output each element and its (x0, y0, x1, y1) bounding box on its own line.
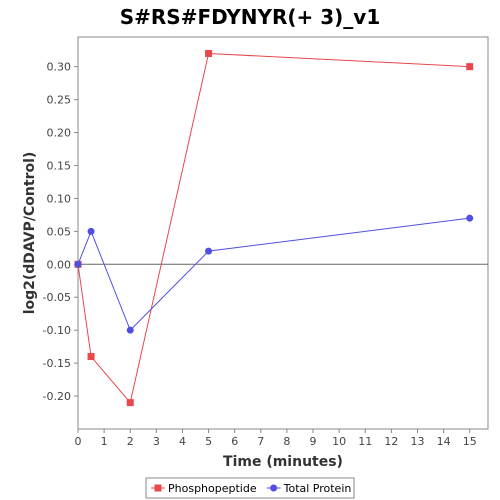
y-tick-label: 0.15 (47, 159, 72, 172)
y-tick-label: -0.15 (43, 357, 71, 370)
series-layer (74, 49, 474, 407)
x-tick-label: 7 (257, 435, 264, 448)
y-tick-label: -0.05 (43, 291, 71, 304)
x-tick-label: 0 (75, 435, 82, 448)
legend-item-phosphopeptide: Phosphopeptide (151, 482, 257, 495)
x-tick-label: 3 (153, 435, 160, 448)
plot-area (77, 36, 489, 430)
x-tick-label: 15 (463, 435, 477, 448)
y-tick-label: 0.20 (47, 127, 72, 140)
chart-title: S#RS#FDYNYR(+ 3)_v1 (120, 5, 381, 29)
data-point-total-protein (87, 227, 95, 235)
y-axis-ticks: -0.20 -0.15 -0.10 -0.05 0.00 0.05 0.10 0.15 0.20… (43, 61, 78, 403)
data-point-phosphopeptide (126, 399, 134, 407)
y-tick-label: -0.20 (43, 390, 71, 403)
y-tick-label: 0.10 (47, 192, 72, 205)
legend-marker (270, 484, 278, 492)
series-total-protein (74, 214, 474, 334)
y-axis-label: log2(dDAVP/Control) (22, 152, 38, 315)
legend-marker (154, 484, 162, 492)
data-point-total-protein (205, 247, 213, 255)
y-tick-label: 0.25 (47, 94, 72, 107)
y-tick-label: 0.30 (47, 61, 72, 74)
x-tick-label: 11 (358, 435, 372, 448)
legend-label: Phosphopeptide (168, 482, 257, 495)
x-tick-label: 8 (283, 435, 290, 448)
data-point-phosphopeptide (466, 63, 474, 71)
data-point-total-protein (466, 214, 474, 222)
x-tick-label: 1 (101, 435, 108, 448)
x-axis-label: Time (minutes) (223, 454, 343, 470)
legend-item-total-protein: Total Protein (266, 482, 352, 495)
data-point-phosphopeptide (87, 353, 95, 361)
data-point-total-protein (74, 260, 82, 268)
legend-label: Total Protein (283, 482, 352, 495)
x-tick-label: 12 (384, 435, 398, 448)
x-tick-label: 13 (410, 435, 424, 448)
x-tick-label: 2 (127, 435, 134, 448)
data-point-phosphopeptide (205, 49, 213, 57)
legend-box (145, 477, 355, 499)
x-tick-label: 6 (231, 435, 238, 448)
y-tick-label: -0.10 (43, 324, 71, 337)
x-tick-label: 5 (205, 435, 212, 448)
data-point-total-protein (126, 326, 134, 334)
legend: Phosphopeptide Total Protein (145, 477, 355, 499)
x-tick-label: 9 (310, 435, 317, 448)
x-tick-label: 10 (332, 435, 346, 448)
y-tick-label: 0.00 (47, 258, 72, 271)
y-tick-label: 0.05 (47, 225, 72, 238)
x-tick-label: 4 (179, 435, 186, 448)
x-tick-label: 14 (437, 435, 451, 448)
x-axis-ticks: 0 1 2 3 4 5 6 7 8 9 10 11 12 13 14 15 (75, 429, 477, 448)
